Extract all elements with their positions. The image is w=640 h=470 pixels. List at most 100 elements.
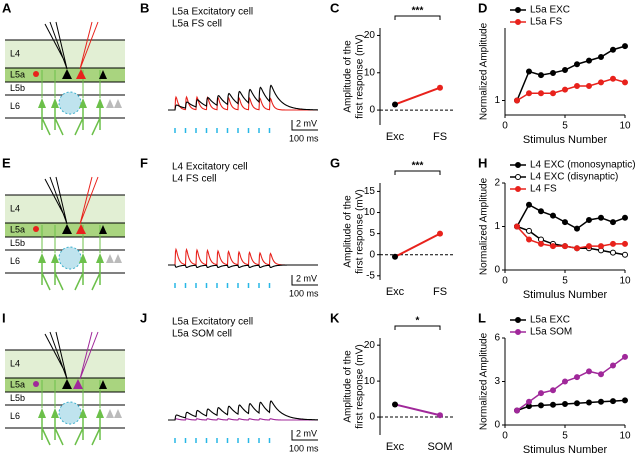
y-tick-label: 20: [364, 30, 376, 41]
y-tick-label: 6: [494, 333, 500, 344]
data-point: [538, 208, 544, 215]
panel-letter: H: [478, 155, 487, 170]
x-tick-label: 0: [502, 121, 508, 132]
panel-letter: D: [478, 0, 487, 15]
y-axis-label: first response (mV): [355, 189, 366, 273]
panel-letter: L: [478, 310, 486, 325]
x-tick-label: 5: [562, 431, 568, 442]
legend-label: L5a SOM: [530, 327, 572, 338]
y-tick-label: 10: [364, 207, 376, 218]
neuron: [96, 408, 104, 418]
cell: [73, 379, 83, 389]
significance: ***: [412, 161, 424, 172]
data-point: [550, 401, 556, 408]
data-point: [610, 75, 616, 82]
panel-letter: C: [330, 0, 340, 15]
scale-x: 100 ms: [289, 133, 319, 143]
x-tick-label: 10: [619, 121, 631, 132]
electrode: [44, 21, 68, 70]
y-tick-label: 1: [494, 221, 500, 232]
y-tick-label: 10: [364, 67, 376, 78]
x-tick-label: Exc: [386, 286, 405, 298]
axes: [504, 183, 625, 271]
x-tick-label: SOM: [427, 441, 452, 453]
y-tick-label: -5: [366, 270, 375, 281]
mean-dot: [437, 412, 443, 419]
y-tick-label: 10: [364, 376, 376, 387]
mean-dot: [392, 101, 398, 108]
data-point: [562, 243, 568, 250]
y-tick-label: 20: [364, 340, 376, 351]
scale-x: 100 ms: [289, 288, 319, 298]
legend-label: L4 FS: [530, 184, 557, 195]
x-tick-label: FS: [433, 131, 447, 143]
x-tick-label: 0: [502, 276, 508, 287]
target-region: [58, 401, 82, 425]
layer-label: L4: [10, 48, 20, 58]
data-point: [622, 79, 628, 86]
layer-label: L4: [10, 203, 20, 213]
data-point: [538, 90, 544, 97]
cell: [99, 225, 107, 234]
data-point: [526, 90, 532, 97]
data-point: [574, 400, 580, 407]
trace: [168, 84, 318, 111]
data-point: [622, 43, 628, 50]
trace-legend: L5a SOM cell: [172, 329, 232, 340]
mean-line: [394, 86, 441, 106]
y-axis-label: Amplitude of the: [343, 40, 354, 113]
y-axis-label: Amplitude of the: [343, 195, 354, 268]
x-axis-label: Stimulus Number: [523, 289, 608, 301]
scale-bar: [291, 430, 318, 441]
data-point: [514, 223, 520, 230]
data-point: [562, 86, 568, 93]
significance: *: [416, 316, 420, 327]
layer-label: L6: [10, 101, 20, 111]
trace: [168, 264, 318, 268]
data-point: [550, 90, 556, 97]
electrode: [44, 331, 68, 380]
panel-letter: E: [2, 155, 11, 170]
data-point: [622, 214, 628, 221]
cell: [99, 380, 107, 389]
y-axis-label: Normalized Amplitude: [479, 177, 490, 275]
scale-y: 2 mV: [296, 118, 317, 128]
series-line: [516, 399, 626, 412]
data-point: [598, 79, 604, 86]
neuron-grey: [114, 254, 122, 263]
y-tick-label: 0: [369, 249, 375, 260]
data-point: [622, 251, 628, 258]
data-point: [574, 225, 580, 232]
layer-label: L6: [10, 256, 20, 266]
y-tick-label: 1: [494, 95, 500, 106]
series-line: [516, 356, 626, 412]
scale-bar: [291, 275, 318, 286]
significance-bracket: [394, 325, 441, 330]
y-axis-label: Normalized Amplitude: [479, 22, 490, 120]
data-point: [574, 374, 580, 381]
trace-legend: L5a FS cell: [172, 19, 222, 30]
data-point: [550, 69, 556, 76]
neuron: [51, 253, 59, 263]
scale-x: 100 ms: [289, 443, 319, 453]
cell: [76, 69, 86, 79]
x-tick-label: 10: [619, 431, 631, 442]
panel-letter: B: [140, 0, 149, 15]
cell: [33, 71, 39, 77]
panel-letter: G: [330, 155, 340, 170]
scale-bar: [291, 120, 318, 131]
legend-marker: [515, 162, 521, 168]
panel-letter: K: [330, 310, 340, 325]
legend-label: L5a EXC: [530, 5, 570, 16]
scale-y: 2 mV: [296, 273, 317, 283]
data-point: [622, 240, 628, 247]
data-point: [586, 83, 592, 89]
neuron: [38, 408, 46, 418]
target-region: [58, 91, 82, 115]
data-point: [526, 398, 532, 405]
layer-label: L5b: [10, 393, 25, 403]
layer-label: L5a: [10, 224, 25, 234]
data-point: [586, 57, 592, 64]
series-line: [516, 225, 625, 250]
trace: [168, 418, 318, 421]
